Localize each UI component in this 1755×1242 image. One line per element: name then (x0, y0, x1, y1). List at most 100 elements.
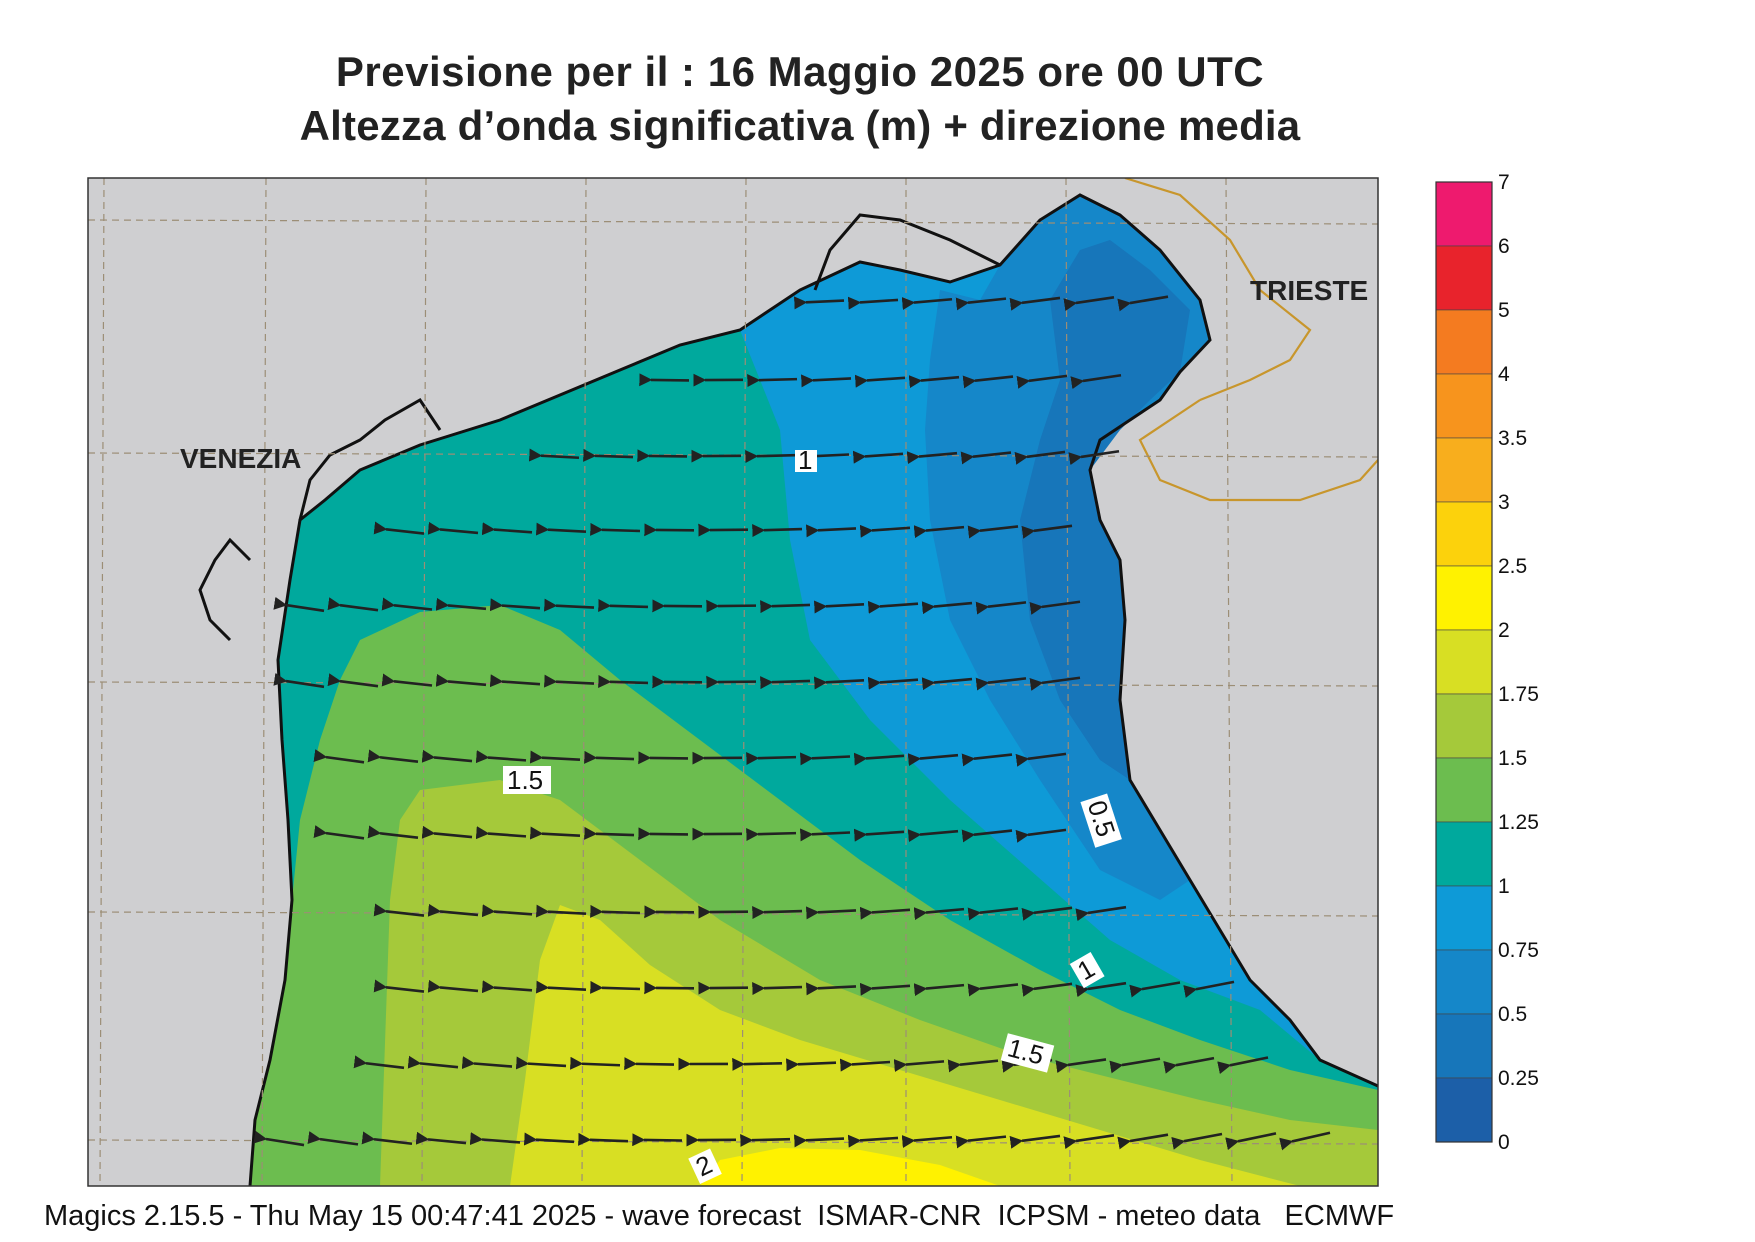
wave-arrow (747, 374, 798, 387)
wave-arrow (847, 296, 899, 310)
wave-arrow (598, 598, 649, 612)
wave-arrow (590, 522, 641, 536)
wave-arrow (415, 1131, 467, 1145)
wave-arrow (489, 598, 541, 612)
wave-arrow (1021, 982, 1073, 997)
wave-arrow (800, 752, 851, 766)
wave-arrow (1009, 1134, 1061, 1149)
wave-arrow (590, 904, 641, 918)
wave-arrow (1009, 296, 1061, 311)
colorbar-tick-label: 7 (1498, 171, 1510, 194)
wave-arrow (955, 297, 1007, 311)
country-border (1124, 178, 1378, 502)
wave-arrow (893, 1059, 945, 1072)
colorbar-swatch (1435, 437, 1493, 503)
wave-arrow (901, 297, 953, 311)
colorbar-tick-label: 0.5 (1498, 1003, 1527, 1026)
wave-arrow (1021, 524, 1073, 539)
wave-arrow (853, 752, 905, 766)
wave-direction-arrows (253, 295, 1331, 1151)
wave-arrow (1109, 1057, 1161, 1074)
colorbar-tick-label: 1.25 (1498, 811, 1539, 834)
wave-arrow (1075, 905, 1127, 922)
wave-arrow (624, 1057, 675, 1071)
colorbar-swatch (1435, 1077, 1493, 1143)
wave-arrow (1016, 374, 1068, 389)
wave-arrow (421, 749, 473, 763)
wave-arrow (1217, 1056, 1269, 1075)
colorbar-swatch (1435, 181, 1493, 247)
colorbar-swatch (1435, 373, 1493, 439)
city-label-venezia: VENEZIA (180, 443, 301, 474)
wave-arrow (1075, 981, 1127, 998)
wave-arrow (427, 979, 479, 993)
wave-arrow (813, 600, 865, 614)
wave-arrow (1117, 295, 1169, 312)
wave-arrow (584, 826, 635, 840)
wave-arrow (752, 524, 803, 538)
wave-arrow (1163, 1056, 1215, 1074)
wave-arrow (515, 1056, 567, 1070)
wave-arrow (859, 906, 911, 920)
wave-arrow (961, 829, 1013, 843)
map-subtitle: Altezza d’onda significativa (m) + direz… (299, 102, 1301, 149)
wave-arrow (1063, 296, 1115, 312)
wave-arrow (632, 1133, 683, 1147)
colorbar-swatch (1435, 1013, 1493, 1079)
footer-credits: Magics 2.15.5 - Thu May 15 00:47:41 2025… (44, 1200, 1395, 1232)
wave-arrow (1015, 828, 1067, 843)
wave-arrow (475, 826, 527, 840)
band-0.25-0.5 (1020, 240, 1190, 780)
wave-arrow (854, 374, 906, 388)
colorbar-swatch (1435, 245, 1493, 311)
colorbar-tick-label: 0.25 (1498, 1067, 1539, 1090)
wave-arrow (535, 522, 587, 536)
wave-arrow (752, 982, 803, 996)
wave-arrow (1021, 906, 1073, 921)
wave-arrow (481, 980, 533, 994)
wave-arrow (253, 1130, 305, 1147)
band-2-2.5 (700, 1148, 1000, 1186)
wave-arrow (1070, 373, 1122, 390)
wave-arrow (353, 1055, 405, 1070)
map-title: Previsione per il : 16 Maggio 2025 ore 0… (335, 48, 1265, 95)
contour-label: 1 (798, 445, 812, 475)
wave-arrow (367, 825, 419, 839)
wave-arrow (367, 749, 419, 763)
wave-arrow (913, 525, 965, 539)
wave-arrow (313, 825, 365, 840)
graticule (88, 178, 1378, 1186)
wave-arrow (570, 1056, 621, 1070)
wave-arrow (921, 601, 973, 615)
colorbar-tick-label: 5 (1498, 299, 1510, 322)
wave-arrow (1015, 752, 1067, 767)
wave-arrow (960, 451, 1012, 465)
wave-arrow (805, 524, 857, 538)
colorbar-swatch (1435, 565, 1493, 631)
wave-arrow (469, 1132, 521, 1146)
wave-arrow (1068, 449, 1120, 466)
wave-arrow (740, 1133, 791, 1147)
wave-arrow (427, 521, 479, 535)
wave-arrow (867, 676, 919, 690)
wave-arrow (361, 1131, 413, 1146)
wave-arrow (1279, 1131, 1331, 1151)
wave-arrow (813, 676, 865, 690)
wave-arrow (637, 449, 688, 463)
wave-arrow (529, 826, 581, 840)
wave-arrow (373, 903, 425, 917)
wave-arrow (908, 375, 960, 389)
wave-arrow (947, 1059, 999, 1073)
wave-arrow (913, 907, 965, 921)
wave-arrow (962, 375, 1014, 389)
colorbar-tick-label: 2 (1498, 619, 1510, 642)
colorbar-swatch (1435, 629, 1493, 695)
wave-arrow (327, 597, 379, 612)
wave-arrow (523, 1132, 575, 1146)
colorbar-tick-label: 2.5 (1498, 555, 1527, 578)
wave-arrow (746, 827, 797, 841)
wave-arrow (760, 676, 811, 690)
colorbar-tick-label: 3 (1498, 491, 1510, 514)
colorbar-tick-label: 0 (1498, 1131, 1510, 1154)
colorbar-swatch (1435, 885, 1493, 951)
